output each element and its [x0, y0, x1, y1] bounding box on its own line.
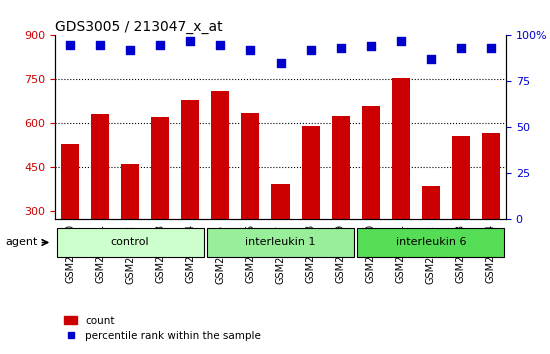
- Bar: [392, 78, 410, 219]
- Point: [397, 38, 405, 44]
- Point: [336, 45, 345, 51]
- Point: [276, 60, 285, 66]
- Bar: [482, 133, 500, 219]
- Point: [126, 47, 135, 53]
- Bar: [272, 184, 289, 219]
- Point: [487, 45, 496, 51]
- FancyBboxPatch shape: [357, 228, 504, 257]
- Point: [366, 44, 375, 49]
- Bar: [452, 136, 470, 219]
- FancyBboxPatch shape: [57, 228, 204, 257]
- Bar: [301, 126, 320, 219]
- FancyBboxPatch shape: [207, 228, 354, 257]
- Bar: [61, 143, 79, 219]
- Text: control: control: [111, 238, 150, 247]
- Bar: [422, 186, 440, 219]
- Text: GDS3005 / 213047_x_at: GDS3005 / 213047_x_at: [55, 21, 223, 34]
- Bar: [241, 113, 260, 219]
- Point: [186, 38, 195, 44]
- Point: [216, 42, 225, 47]
- Bar: [362, 105, 380, 219]
- Bar: [182, 100, 199, 219]
- Point: [65, 42, 74, 47]
- Text: agent: agent: [6, 238, 38, 247]
- Text: interleukin 6: interleukin 6: [395, 238, 466, 247]
- Bar: [332, 116, 350, 219]
- Bar: [211, 91, 229, 219]
- Bar: [151, 117, 169, 219]
- Point: [306, 47, 315, 53]
- Point: [456, 45, 465, 51]
- Legend: count, percentile rank within the sample: count, percentile rank within the sample: [60, 312, 265, 345]
- Text: interleukin 1: interleukin 1: [245, 238, 316, 247]
- Bar: [121, 164, 139, 219]
- Point: [96, 42, 104, 47]
- Bar: [91, 114, 109, 219]
- Point: [426, 57, 435, 62]
- Point: [156, 42, 164, 47]
- Point: [246, 47, 255, 53]
